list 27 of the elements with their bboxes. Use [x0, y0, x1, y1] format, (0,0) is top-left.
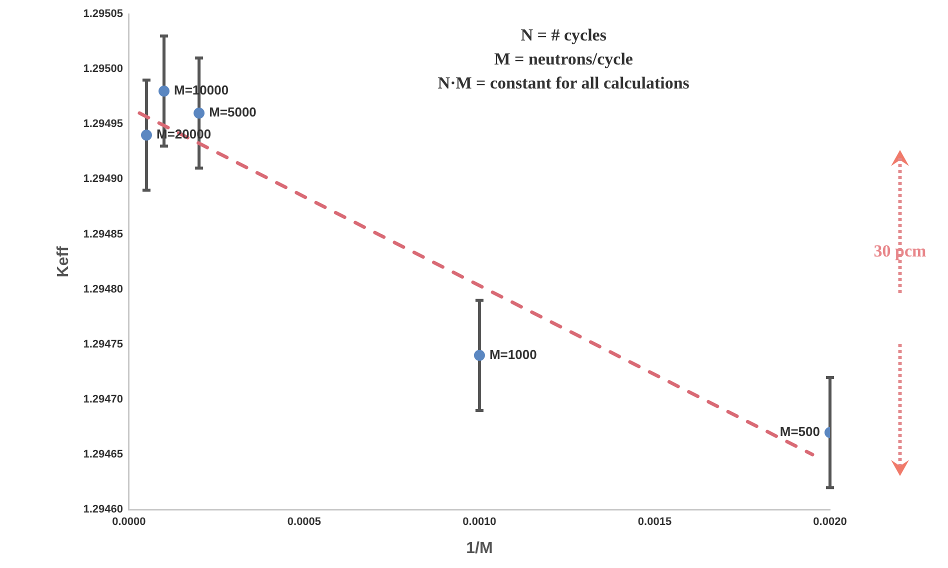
x-tick-label: 0.0010: [462, 516, 496, 528]
annotation: M=1000: [489, 346, 537, 362]
y-tick-label: 1.29475: [83, 338, 123, 350]
y-tick-label: 1.29485: [83, 228, 123, 240]
y-tick-label: 1.29465: [83, 448, 123, 461]
x-tick-label: 0.0005: [287, 516, 322, 528]
y-tick-label: 1.29495: [83, 118, 123, 130]
annotation: N = # cycles: [520, 25, 607, 44]
x-axis-title: 1/M: [466, 540, 493, 557]
y-axis-title: Keff: [55, 246, 72, 278]
y-tick-label: 1.29490: [83, 173, 123, 186]
point: [140, 130, 152, 141]
annotation: M=500: [780, 424, 820, 440]
x-tick-label: 0.0000: [112, 516, 146, 528]
annotation: M = neutrons/cycle: [494, 49, 634, 68]
y-tick-label: 1.29500: [83, 63, 123, 76]
x-tick-label: 0.0020: [813, 516, 847, 528]
y-tick-label: 1.29460: [83, 504, 123, 516]
point: [158, 86, 170, 97]
annotation: N·M = constant for all calculations: [438, 73, 690, 92]
point: [474, 350, 485, 361]
y-tick-label: 1.29505: [83, 8, 123, 20]
x-tick-label: 0.0015: [638, 516, 672, 528]
y-tick-label: 1.29470: [83, 394, 123, 406]
point: [194, 108, 205, 119]
annotation: M=5000: [209, 104, 256, 120]
y-tick-label: 1.29480: [83, 283, 123, 296]
